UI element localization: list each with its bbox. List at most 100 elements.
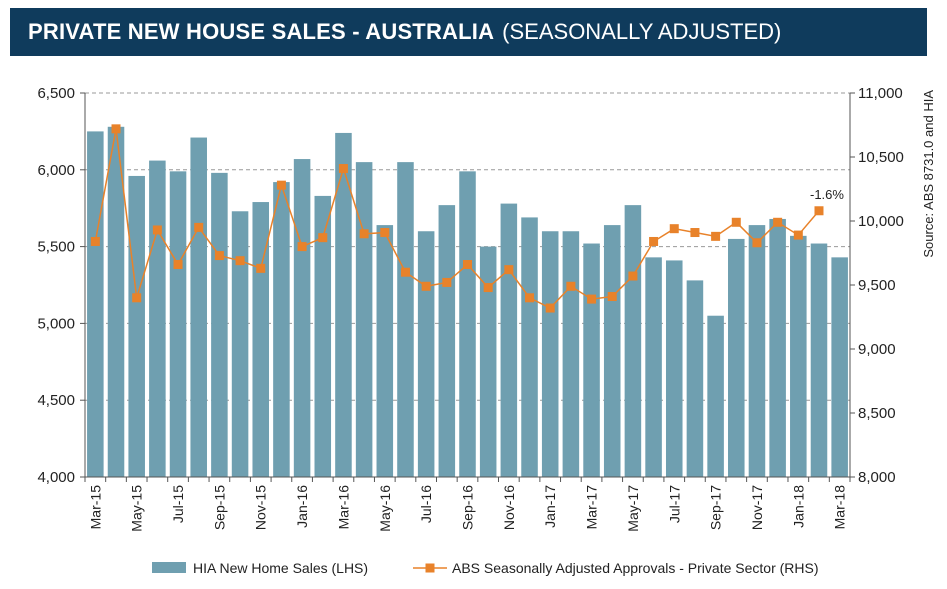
bar — [459, 171, 476, 477]
source-note: Source: ABS 8731.0 and HIA — [921, 90, 936, 258]
x-tick-label: Nov-16 — [501, 485, 517, 530]
line-marker — [607, 292, 617, 302]
bar — [335, 132, 352, 477]
y-right-tick-label: 9,000 — [858, 341, 896, 358]
bar — [149, 160, 166, 478]
axes: 4,000 4,500 5,000 5,500 6,000 6,500 8,000 8,500… — [37, 85, 903, 532]
bar — [231, 211, 249, 477]
x-tick-label: Mar-18 — [832, 485, 848, 530]
line-marker — [380, 228, 390, 238]
line-marker — [463, 260, 472, 270]
x-tick-label: Mar-16 — [335, 485, 351, 530]
x-tick-label: Jan-17 — [542, 485, 558, 528]
line-series — [90, 124, 824, 313]
chart-title-bar: PRIVATE NEW HOUSE SALES - AUSTRALIA (SEA… — [10, 8, 927, 56]
x-tick-label: Sep-16 — [460, 485, 476, 530]
bar — [355, 162, 373, 477]
line-marker — [132, 293, 142, 303]
line-marker — [566, 281, 576, 291]
line-marker — [214, 251, 224, 261]
y-left-tick-label: 5,500 — [37, 239, 75, 256]
y-right-tick-label: 8,500 — [858, 405, 896, 422]
line-marker — [256, 263, 266, 273]
line-marker — [90, 236, 100, 246]
x-tick-label: Jan-16 — [294, 485, 310, 528]
x-tick-label: Jul-16 — [418, 485, 434, 523]
bar — [479, 246, 497, 477]
bar — [128, 175, 145, 477]
line-marker — [483, 283, 493, 293]
y-right-tick-label: 8,000 — [858, 469, 896, 486]
bar — [603, 225, 621, 477]
line-marker — [525, 293, 535, 303]
y-right-tick-label: 10,000 — [858, 213, 904, 230]
line-marker — [752, 238, 762, 248]
line-marker — [628, 271, 638, 281]
bar — [562, 231, 580, 477]
x-tick-label: Jul-15 — [170, 485, 186, 523]
bar — [810, 243, 828, 477]
annotation-label: -1.6% — [810, 187, 844, 202]
line-marker — [442, 277, 452, 287]
x-tick-label: Mar-17 — [584, 485, 600, 530]
line-marker — [338, 164, 348, 174]
bar — [583, 243, 600, 477]
y-right-tick-label: 11,000 — [858, 85, 903, 102]
bar — [397, 162, 414, 477]
line-marker — [421, 281, 431, 291]
legend-bar-swatch — [152, 562, 186, 573]
line-marker — [793, 230, 803, 240]
y-left-tick-label: 5,000 — [37, 315, 75, 332]
y-right-tick-label: 9,500 — [858, 277, 896, 294]
bar — [376, 225, 394, 477]
x-tick-label: Jul-17 — [666, 485, 682, 523]
bar — [438, 205, 456, 478]
legend-line-marker — [425, 563, 435, 573]
bar — [521, 217, 538, 477]
line-marker — [235, 256, 245, 266]
line-marker — [318, 233, 328, 243]
line-marker — [773, 217, 783, 227]
legend-label-bars: HIA New Home Sales (LHS) — [193, 560, 368, 576]
legend-label-line: ABS Seasonally Adjusted Approvals - Priv… — [452, 560, 819, 576]
bar — [790, 235, 807, 477]
bar — [707, 315, 724, 477]
chart-subtitle: (SEASONALLY ADJUSTED) — [502, 19, 782, 44]
line-marker — [587, 294, 597, 304]
bar-series — [87, 126, 848, 478]
x-tick-label: May-15 — [129, 485, 145, 532]
x-tick-label: Jan-18 — [790, 485, 806, 528]
bar — [500, 203, 518, 478]
line-marker — [194, 222, 204, 232]
line-marker — [731, 217, 741, 227]
bar — [293, 159, 311, 477]
line-marker — [545, 303, 555, 313]
y-right-tick-label: 10,500 — [858, 149, 904, 166]
legend: HIA New Home Sales (LHS) ABS Seasonally A… — [152, 560, 819, 576]
x-tick-label: Nov-15 — [253, 485, 269, 530]
bar — [769, 218, 786, 477]
bar — [314, 195, 332, 478]
line-marker — [690, 228, 700, 238]
y-left-tick-label: 6,000 — [37, 162, 75, 179]
line-marker — [649, 236, 659, 246]
x-tick-label: May-16 — [377, 485, 393, 532]
x-tick-label: Nov-17 — [749, 485, 765, 530]
bar — [748, 225, 766, 477]
y-left-tick-label: 4,000 — [37, 469, 75, 486]
y-left-tick-label: 4,500 — [37, 392, 75, 409]
bar — [211, 172, 228, 477]
bar — [831, 257, 848, 477]
x-tick-label: Mar-15 — [87, 485, 103, 530]
bar — [665, 260, 683, 477]
line-marker — [814, 206, 824, 216]
bar — [417, 231, 435, 477]
line-marker — [669, 224, 679, 234]
x-tick-label: Sep-15 — [211, 485, 227, 530]
line-marker — [173, 260, 183, 270]
x-tick-label: May-17 — [625, 485, 641, 532]
bar — [273, 182, 290, 477]
bar — [645, 257, 662, 477]
bar — [87, 131, 104, 477]
